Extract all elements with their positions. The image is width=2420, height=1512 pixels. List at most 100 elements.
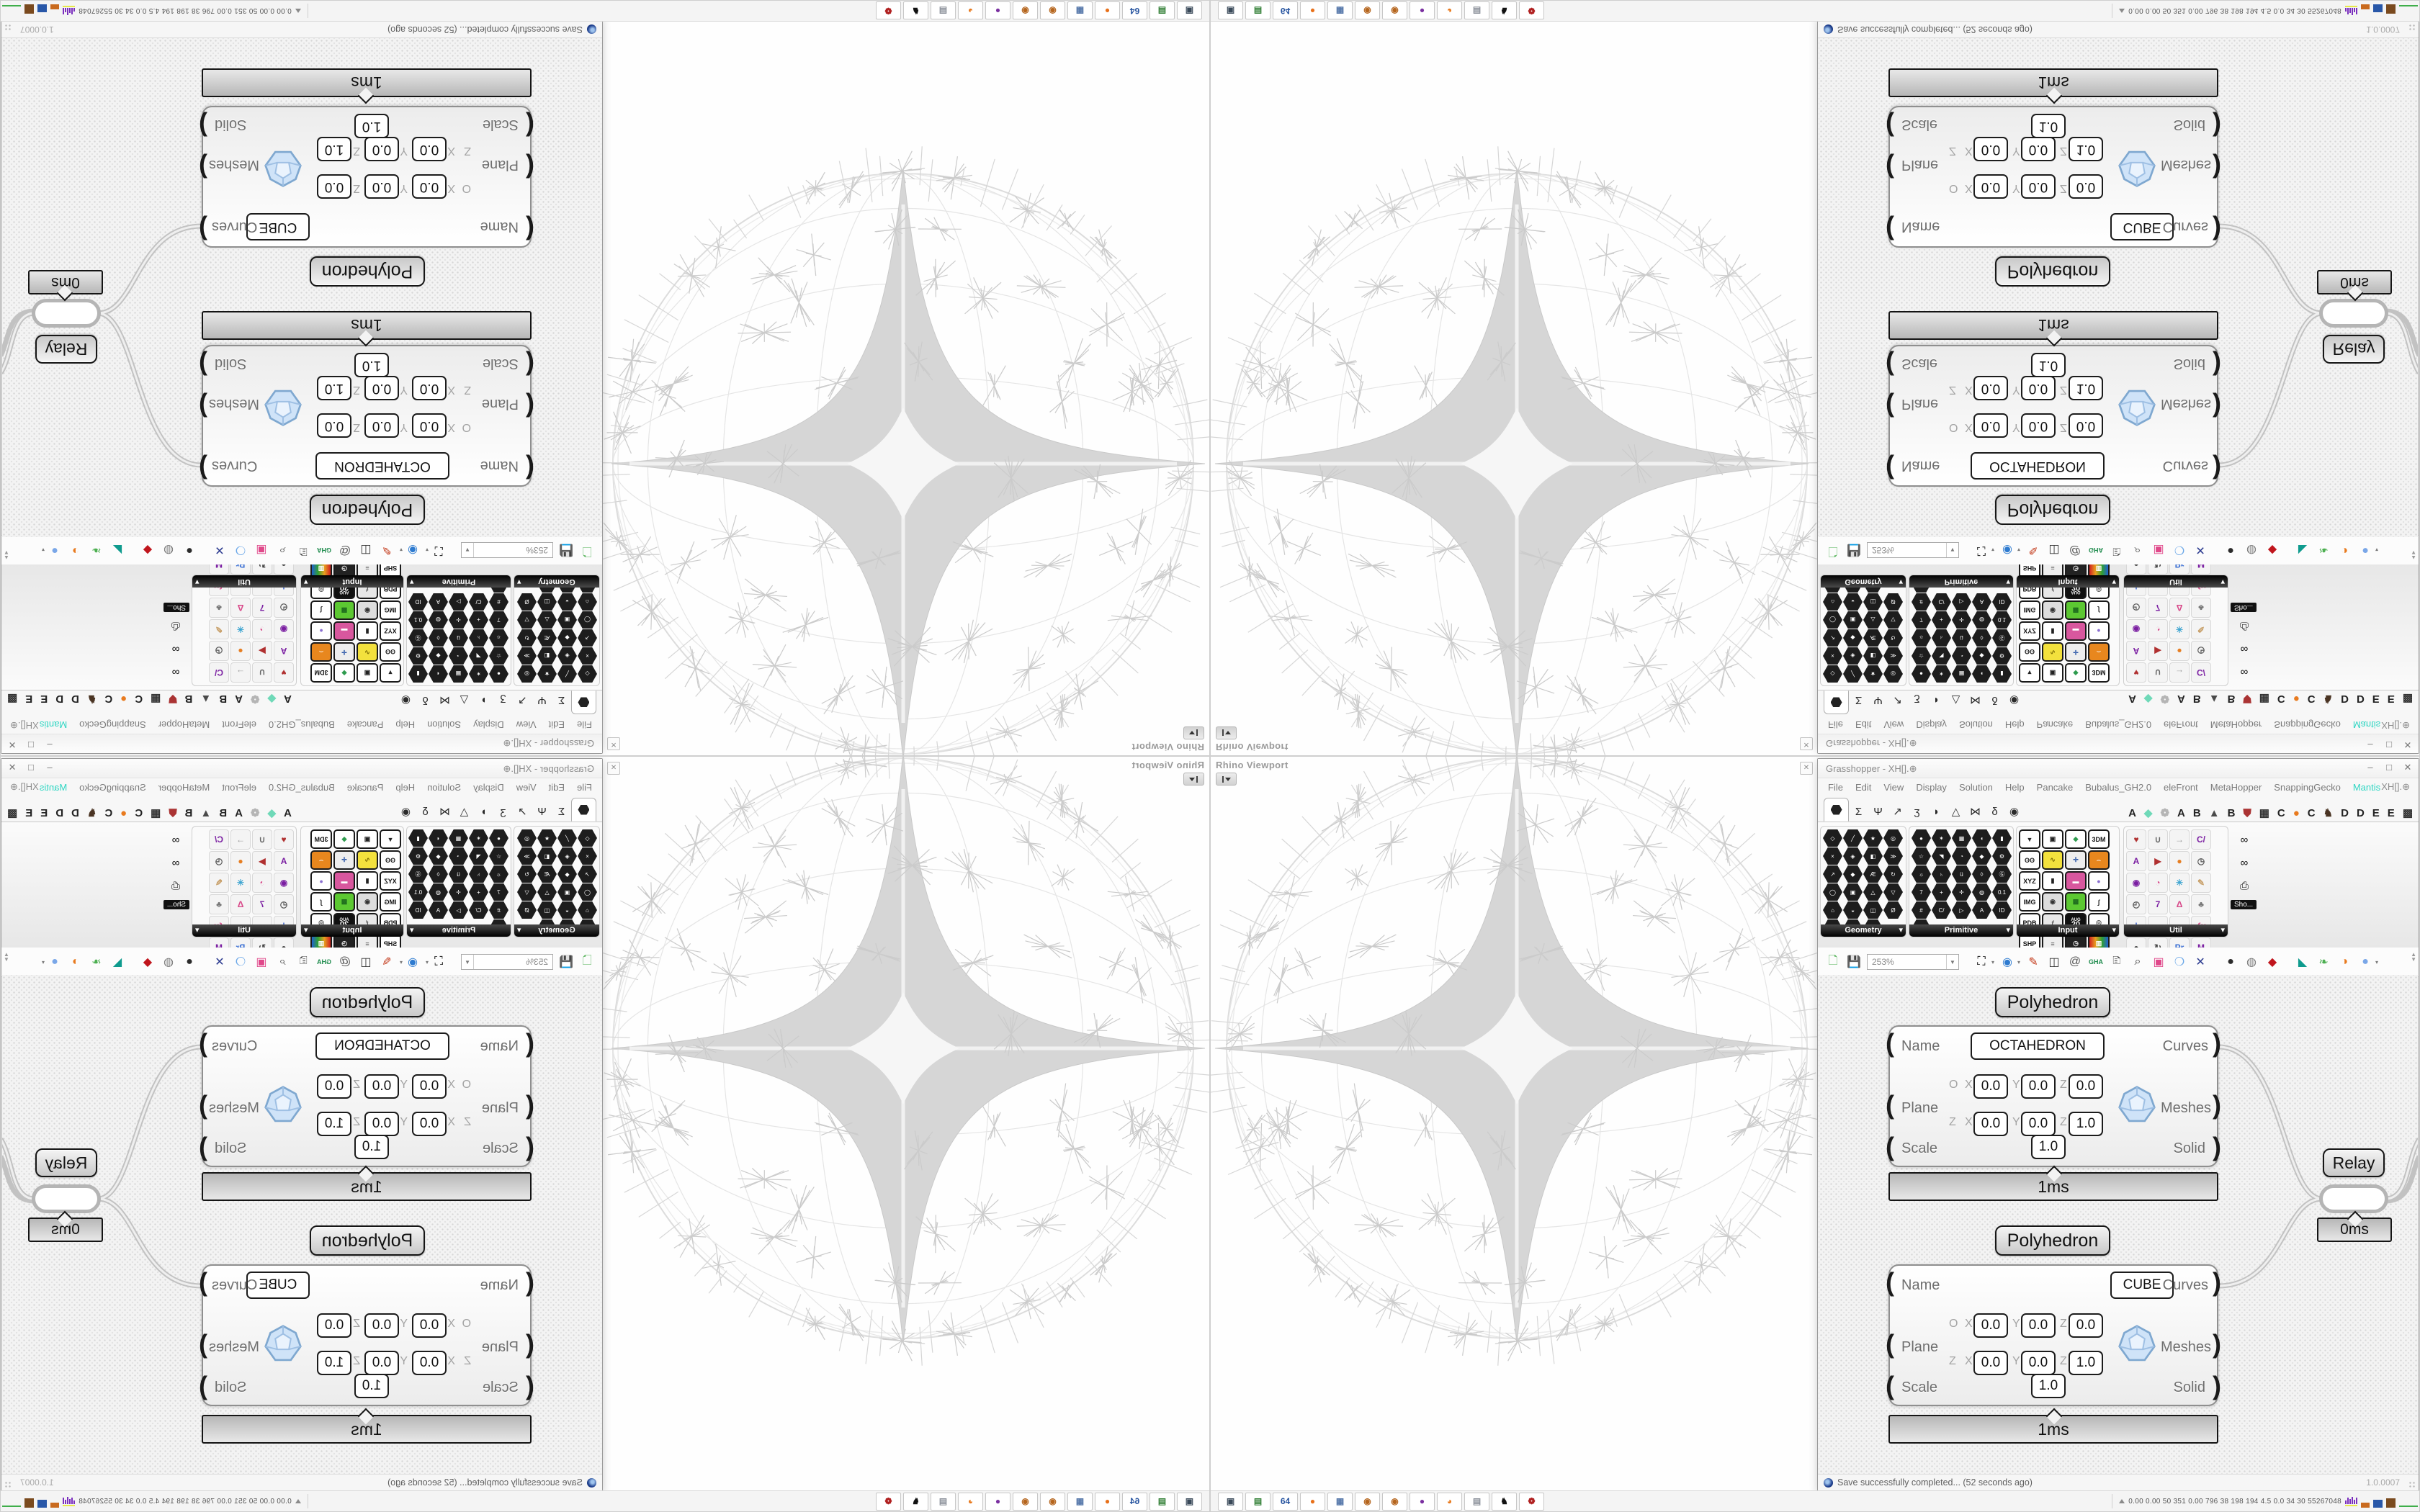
input-grip-scale[interactable]: ( — [526, 1132, 534, 1161]
param-icon[interactable]: ● — [489, 665, 508, 683]
param-icon[interactable]: ▷ — [1952, 593, 1971, 611]
util-icon-4[interactable]: A — [2126, 641, 2146, 661]
sketch-pen-icon[interactable]: ✎ — [382, 544, 392, 556]
taskbar-screenshot-app[interactable]: ▣ — [1218, 1, 1243, 20]
plane-oz-box[interactable]: 0.0 — [317, 174, 351, 199]
output-grip-meshes[interactable]: ) — [2213, 1329, 2221, 1359]
plane-zx-box[interactable]: 0.0 — [1973, 376, 2008, 400]
param-icon[interactable]: ID — [408, 901, 428, 919]
panel-footer-primitive[interactable]: Primitive ▾ — [407, 924, 511, 937]
plugin-tab-9[interactable]: C — [2277, 806, 2285, 819]
show-icon-0[interactable]: ∞ — [171, 666, 180, 679]
plugin-tab-11[interactable]: C — [104, 806, 113, 819]
surface-tab[interactable]: ◗ — [480, 805, 488, 818]
menu-item-help[interactable]: Help — [395, 781, 416, 793]
resize-grip[interactable] — [4, 24, 12, 31]
param-icon[interactable]: ↻ — [517, 865, 537, 883]
show-icon-0[interactable]: ∞ — [171, 833, 180, 846]
polyhedron-component-cube[interactable]: ( ( ( ) ) ) Name CUBE Curves O X 0.0 Y 0… — [199, 1264, 534, 1406]
menu-item-metahopper[interactable]: MetaHopper — [2210, 781, 2262, 793]
param-icon[interactable]: ◔ — [449, 847, 468, 865]
plane-zx-box[interactable]: 0.0 — [1973, 1112, 2008, 1136]
plane-zy-box[interactable]: 0.0 — [364, 1351, 399, 1375]
panel-close-button[interactable]: ✕ — [1800, 762, 1813, 775]
param-icon[interactable]: ◎ — [517, 829, 537, 847]
param-icon[interactable]: ⚙ — [1992, 647, 2012, 665]
jump-wires-icon[interactable]: ✕ — [2195, 956, 2205, 968]
slider-icon[interactable]: ▼ — [380, 829, 401, 849]
menu-item-pancake[interactable]: Pancake — [2036, 781, 2074, 793]
sets-tab[interactable]: Ψ — [1873, 694, 1883, 707]
plane-zy-box[interactable]: 0.0 — [2021, 376, 2056, 400]
eyes-icon[interactable]: ʘʘ — [2019, 642, 2040, 662]
menu-item-elefront[interactable]: eleFront — [2164, 781, 2198, 793]
plane-ox-box[interactable]: 0.0 — [412, 1074, 447, 1099]
plugin-tab-6[interactable]: B — [184, 693, 193, 706]
menu-item-metahopper[interactable]: MetaHopper — [158, 781, 210, 793]
transform-tab[interactable]: δ — [1991, 805, 1998, 818]
slider-icon[interactable]: ▼ — [380, 663, 401, 683]
util-icon-13[interactable]: 7 — [252, 894, 272, 914]
plane-zx-box[interactable]: 0.0 — [1973, 1351, 2008, 1375]
param-icon[interactable]: ☼ — [1912, 865, 1931, 883]
util-icon-2[interactable]: → — [230, 829, 251, 850]
plugin-tab-0[interactable]: A — [284, 693, 292, 706]
minimize-button[interactable]: – — [47, 762, 53, 773]
param-icon[interactable]: △ — [537, 611, 557, 629]
menu-item-pancake[interactable]: Pancake — [346, 781, 384, 793]
param-icon[interactable]: ▦ — [449, 829, 468, 847]
plugin-tab-15[interactable]: E — [2372, 693, 2380, 706]
param-icon[interactable]: ⌂ — [1823, 593, 1842, 611]
param-icon[interactable]: # — [1912, 593, 1931, 611]
taskbar-cat-app[interactable]: ♞ — [1492, 1, 1517, 20]
axes-icon[interactable]: ✛ — [2065, 642, 2087, 662]
mesh-sphere-wire-icon[interactable]: ◍ — [163, 956, 174, 968]
gem-red-icon[interactable]: ◆ — [143, 544, 153, 556]
show-icon-2[interactable]: ⎙ — [171, 879, 181, 892]
surprise-box-icon[interactable]: ▣ — [2153, 956, 2164, 968]
output-grip-curves[interactable]: ) — [2213, 215, 2221, 245]
param-icon[interactable]: ◧ — [537, 647, 557, 665]
input-grip-plane[interactable]: ( — [1886, 392, 1894, 422]
util-icon-14[interactable]: Δ — [2169, 598, 2190, 618]
frame-icon[interactable]: ▣ — [357, 663, 378, 683]
menu-item-snappinggecko[interactable]: SnappingGecko — [79, 781, 146, 793]
sphere-blue-icon[interactable]: ● — [2362, 955, 2369, 968]
menu-item-edit[interactable]: Edit — [548, 719, 565, 731]
minimize-button[interactable]: – — [47, 739, 53, 750]
eyes-icon[interactable]: ʘʘ — [2019, 850, 2040, 870]
param-icon[interactable]: ◆ — [1843, 629, 1863, 647]
menu-item-metahopper[interactable]: MetaHopper — [2210, 719, 2262, 731]
menu-item-elefront[interactable]: eleFront — [222, 781, 256, 793]
param-icon[interactable]: C/ — [1932, 593, 1951, 611]
param-icon[interactable]: ╱ — [1843, 665, 1863, 683]
param-icon[interactable]: + — [469, 611, 488, 629]
param-icon[interactable]: ✶ — [469, 665, 488, 683]
output-grip-solid[interactable]: ) — [199, 351, 207, 380]
output-grip-solid[interactable]: ) — [199, 112, 207, 141]
param-icon[interactable]: A — [1972, 901, 1991, 919]
taskbar-scanner-app[interactable]: ▤ — [931, 1492, 956, 1511]
param-icon[interactable]: ✛ — [449, 611, 468, 629]
zoom-combobox[interactable]: 253% ▼ — [461, 542, 553, 558]
maths-tab[interactable]: Σ — [557, 694, 565, 707]
menu-item-edit[interactable]: Edit — [1855, 781, 1872, 793]
param-icon[interactable]: ◍ — [429, 611, 448, 629]
plane-zz-box[interactable]: 1.0 — [317, 1112, 351, 1136]
util-icon-13[interactable]: 7 — [252, 598, 272, 618]
param-icon[interactable]: ♄ — [1932, 629, 1951, 647]
param-icon[interactable]: ▮ — [1992, 665, 2012, 683]
mesh-sphere-wire-icon[interactable]: ◍ — [2246, 544, 2257, 556]
component-label[interactable]: Polyhedron — [310, 987, 425, 1017]
half-sphere-orange-icon[interactable]: ◑ — [72, 955, 79, 968]
output-grip-meshes[interactable]: ) — [199, 392, 207, 422]
mesh-tab[interactable]: △ — [1951, 694, 1960, 706]
param-icon[interactable]: ◈ — [1843, 647, 1863, 665]
plugin-tab-9[interactable]: C — [135, 806, 143, 819]
panel-footer-util[interactable]: Util ▾ — [192, 924, 296, 937]
gem-icon[interactable]: ◆ — [2065, 663, 2087, 683]
util-icon-3[interactable]: C/ — [2191, 829, 2211, 850]
taskbar-save-manager-app[interactable]: ▤ — [1245, 1, 1270, 20]
knob-icon[interactable]: ◉ — [2042, 892, 2063, 912]
taskbar-blender[interactable]: ◕ — [1437, 1492, 1462, 1511]
